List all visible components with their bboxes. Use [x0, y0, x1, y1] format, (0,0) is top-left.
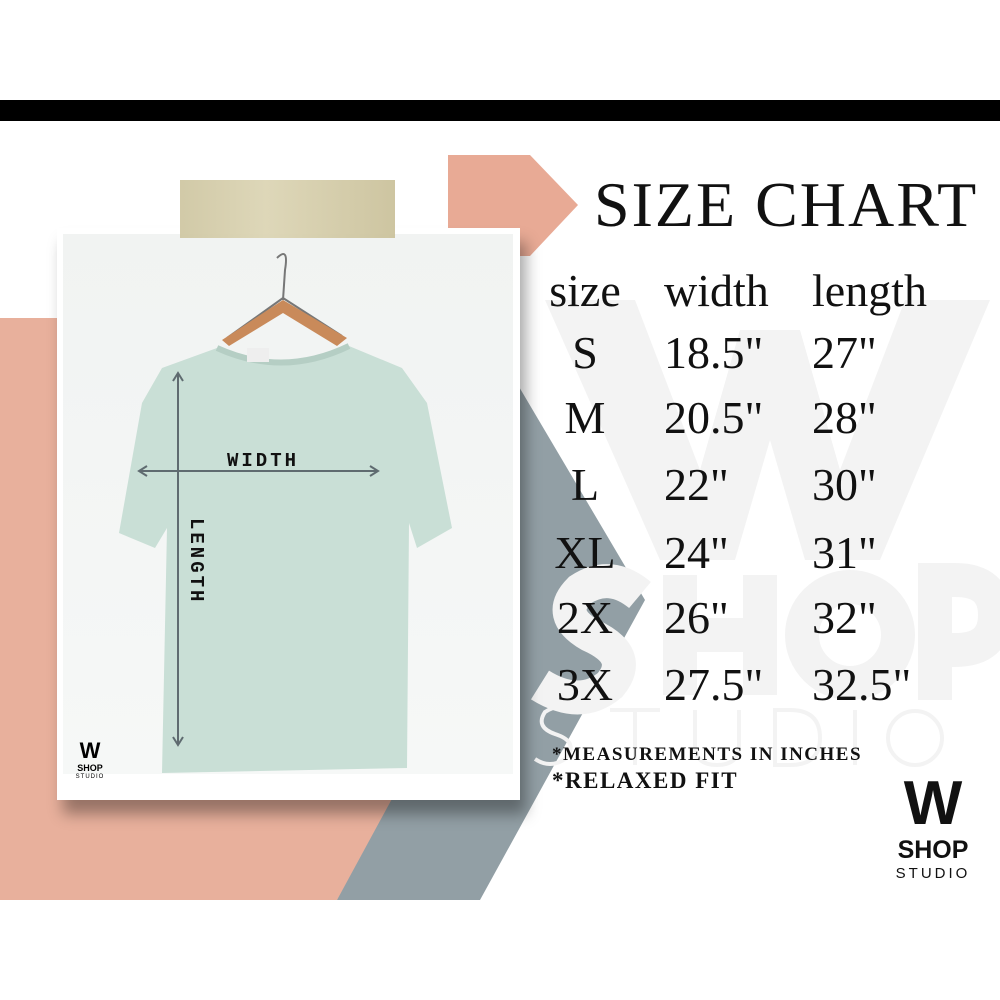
row-size: S — [572, 327, 598, 378]
watermark-w-shape — [545, 300, 990, 560]
top-black-bar — [0, 100, 1000, 121]
row-size: 3X — [556, 659, 614, 710]
length-label: LENGTH — [185, 518, 207, 605]
width-label: WIDTH — [227, 450, 300, 472]
row-width: 20.5" — [664, 392, 764, 443]
tshirt-photo: WIDTH LENGTH W SHOP STUDIO — [57, 228, 520, 800]
row-length: 27" — [812, 327, 877, 378]
header-width: width — [664, 265, 769, 316]
row-size: M — [564, 392, 606, 443]
brand-logo: W SHOP STUDIO — [888, 772, 978, 882]
photo-logo-w: W — [79, 738, 101, 763]
watermark-studio-shape — [533, 705, 944, 768]
row-width: 18.5" — [664, 327, 764, 378]
hanger-wood — [222, 300, 347, 346]
row-length: 32.5" — [812, 659, 912, 710]
row-length: 30" — [812, 459, 877, 510]
note-fit: *RELAXED FIT — [552, 768, 739, 793]
row-size: L — [570, 459, 600, 510]
photo-logo: W SHOP STUDIO — [73, 738, 107, 781]
row-size: XL — [554, 527, 616, 578]
tshirt-collar — [215, 343, 351, 366]
row-size: 2X — [556, 592, 614, 643]
tshirt-illustration — [119, 253, 452, 773]
tshirt-shape — [119, 346, 452, 773]
masking-tape — [180, 180, 395, 238]
photo-logo-shop: SHOP — [77, 763, 103, 774]
photo-logo-studio: STUDIO — [75, 773, 105, 780]
brand-logo-shop: SHOP — [897, 836, 969, 864]
row-width: 27.5" — [664, 659, 764, 710]
row-width: 24" — [664, 527, 729, 578]
watermark-shop-shape — [530, 563, 1000, 715]
brand-logo-w: W — [903, 769, 963, 838]
row-width: 22" — [664, 459, 729, 510]
page-title: SIZE CHART — [594, 169, 979, 240]
length-arrow — [172, 371, 184, 747]
brand-logo-studio: STUDIO — [895, 864, 971, 882]
row-length: 28" — [812, 392, 877, 443]
tshirt-tag — [247, 348, 269, 362]
note-measurements: *MEASUREMENTS IN INCHES — [552, 744, 863, 765]
header-size: size — [549, 265, 621, 316]
row-length: 31" — [812, 527, 877, 578]
row-width: 26" — [664, 592, 729, 643]
header-length: length — [812, 265, 927, 316]
row-length: 32" — [812, 592, 877, 643]
